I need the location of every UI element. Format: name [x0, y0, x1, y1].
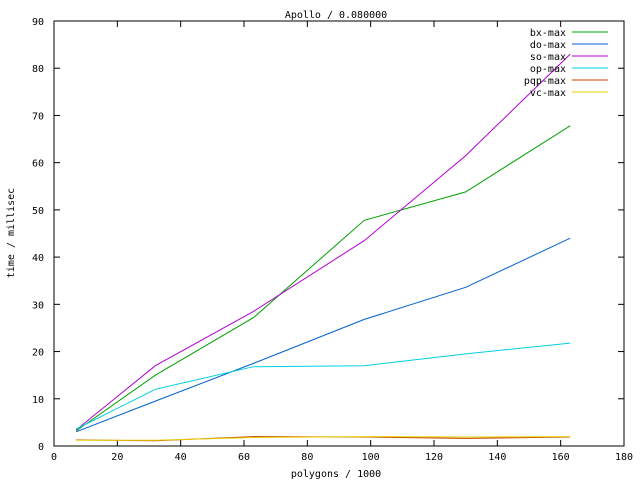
legend-label-do-max: do-max	[530, 40, 566, 51]
x-tick-label: 80	[301, 452, 313, 463]
legend-label-vc-max: vc-max	[530, 88, 566, 99]
y-tick-label: 60	[32, 159, 44, 170]
x-tick-label: 160	[552, 452, 570, 463]
y-tick-label: 40	[32, 253, 44, 264]
legend-label-bx-max: bx-max	[530, 28, 566, 39]
x-axis-title: polygons / 1000	[291, 469, 381, 480]
y-tick-label: 10	[32, 395, 44, 406]
x-tick-label: 40	[175, 452, 187, 463]
series-line-bx-max	[75, 125, 571, 432]
x-tick-label: 20	[111, 452, 123, 463]
y-tick-label: 20	[32, 348, 44, 359]
y-axis-title: time / millisec	[6, 188, 17, 278]
y-tick-label: 90	[32, 17, 44, 28]
x-tick-label: 120	[425, 452, 443, 463]
legend-label-op-max: op-max	[530, 64, 566, 75]
plot-frame	[53, 20, 625, 447]
x-tick-label: 180	[615, 452, 633, 463]
x-tick-label: 0	[51, 452, 57, 463]
chart-title: Apollo / 0.080000	[285, 10, 387, 21]
series-line-do-max	[76, 237, 571, 433]
x-tick-label: 100	[362, 452, 380, 463]
x-tick-label: 140	[488, 452, 506, 463]
legend-label-pqp-max: pqp-max	[524, 76, 566, 87]
series-line-vc-max	[76, 436, 571, 441]
axes: 0 20 40 60 80 100 120 140 160 180 0 10 20 30 40 50 60 70 8…	[32, 17, 633, 463]
x-tick-label: 60	[238, 452, 250, 463]
legend-label-so-max: so-max	[530, 52, 566, 63]
y-tick-label: 50	[32, 206, 44, 217]
series-line-op-max	[75, 342, 571, 430]
y-tick-label: 0	[38, 442, 44, 453]
series-lines	[75, 53, 571, 442]
y-tick-label: 30	[32, 300, 44, 311]
series-line-so-max	[75, 53, 571, 431]
y-tick-label: 70	[32, 111, 44, 122]
y-tick-label: 80	[32, 64, 44, 75]
